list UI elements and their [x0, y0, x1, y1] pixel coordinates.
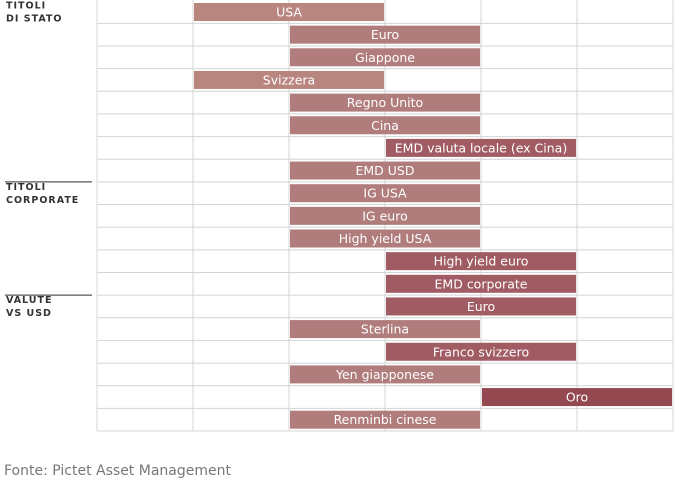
bar-label: EMD valuta locale (ex Cina) — [395, 140, 567, 155]
bar — [290, 116, 480, 135]
bar-label: High yield euro — [434, 254, 529, 269]
bar — [386, 274, 576, 293]
bar-label: Sterlina — [361, 322, 409, 337]
bar-label: Giappone — [355, 50, 415, 65]
group-label: VALUTE — [6, 295, 52, 306]
bar-label: Yen giapponese — [335, 367, 434, 382]
bar — [290, 184, 480, 203]
bar — [386, 138, 576, 157]
bar — [290, 48, 480, 67]
bar-label: EMD USD — [356, 163, 415, 178]
bar-label: High yield USA — [339, 231, 432, 246]
bar-label: IG euro — [362, 208, 407, 223]
bar — [386, 297, 576, 316]
bar — [290, 161, 480, 180]
bar — [290, 206, 480, 225]
group-label: TITOLI — [6, 182, 46, 193]
bar — [290, 229, 480, 248]
bar — [482, 388, 672, 407]
bar — [290, 25, 480, 44]
bar — [194, 70, 384, 89]
bar-label: Renminbi cinese — [334, 412, 437, 427]
bar-label: USA — [276, 5, 302, 20]
bar-label: Cina — [371, 118, 399, 133]
bar — [290, 93, 480, 112]
bar — [386, 342, 576, 361]
group-label: VS USD — [6, 308, 52, 319]
bar — [290, 320, 480, 339]
bar-label: Euro — [467, 299, 495, 314]
bar — [194, 3, 384, 21]
group-label: DI STATO — [6, 14, 62, 25]
bar-label: Franco svizzero — [433, 344, 529, 359]
bar-label: Regno Unito — [347, 95, 423, 110]
bar — [386, 252, 576, 271]
bar-label: EMD corporate — [435, 276, 528, 291]
bar-label: Euro — [371, 27, 399, 42]
bar-label: Oro — [566, 390, 588, 405]
group-label: TITOLI — [6, 1, 46, 12]
bar — [290, 365, 480, 384]
bar — [290, 410, 480, 429]
bar-label: IG USA — [363, 186, 407, 201]
source: Fonte: Pictet Asset Management — [4, 463, 231, 479]
bar-label: Svizzera — [263, 72, 315, 87]
group-label: CORPORATE — [6, 195, 79, 206]
